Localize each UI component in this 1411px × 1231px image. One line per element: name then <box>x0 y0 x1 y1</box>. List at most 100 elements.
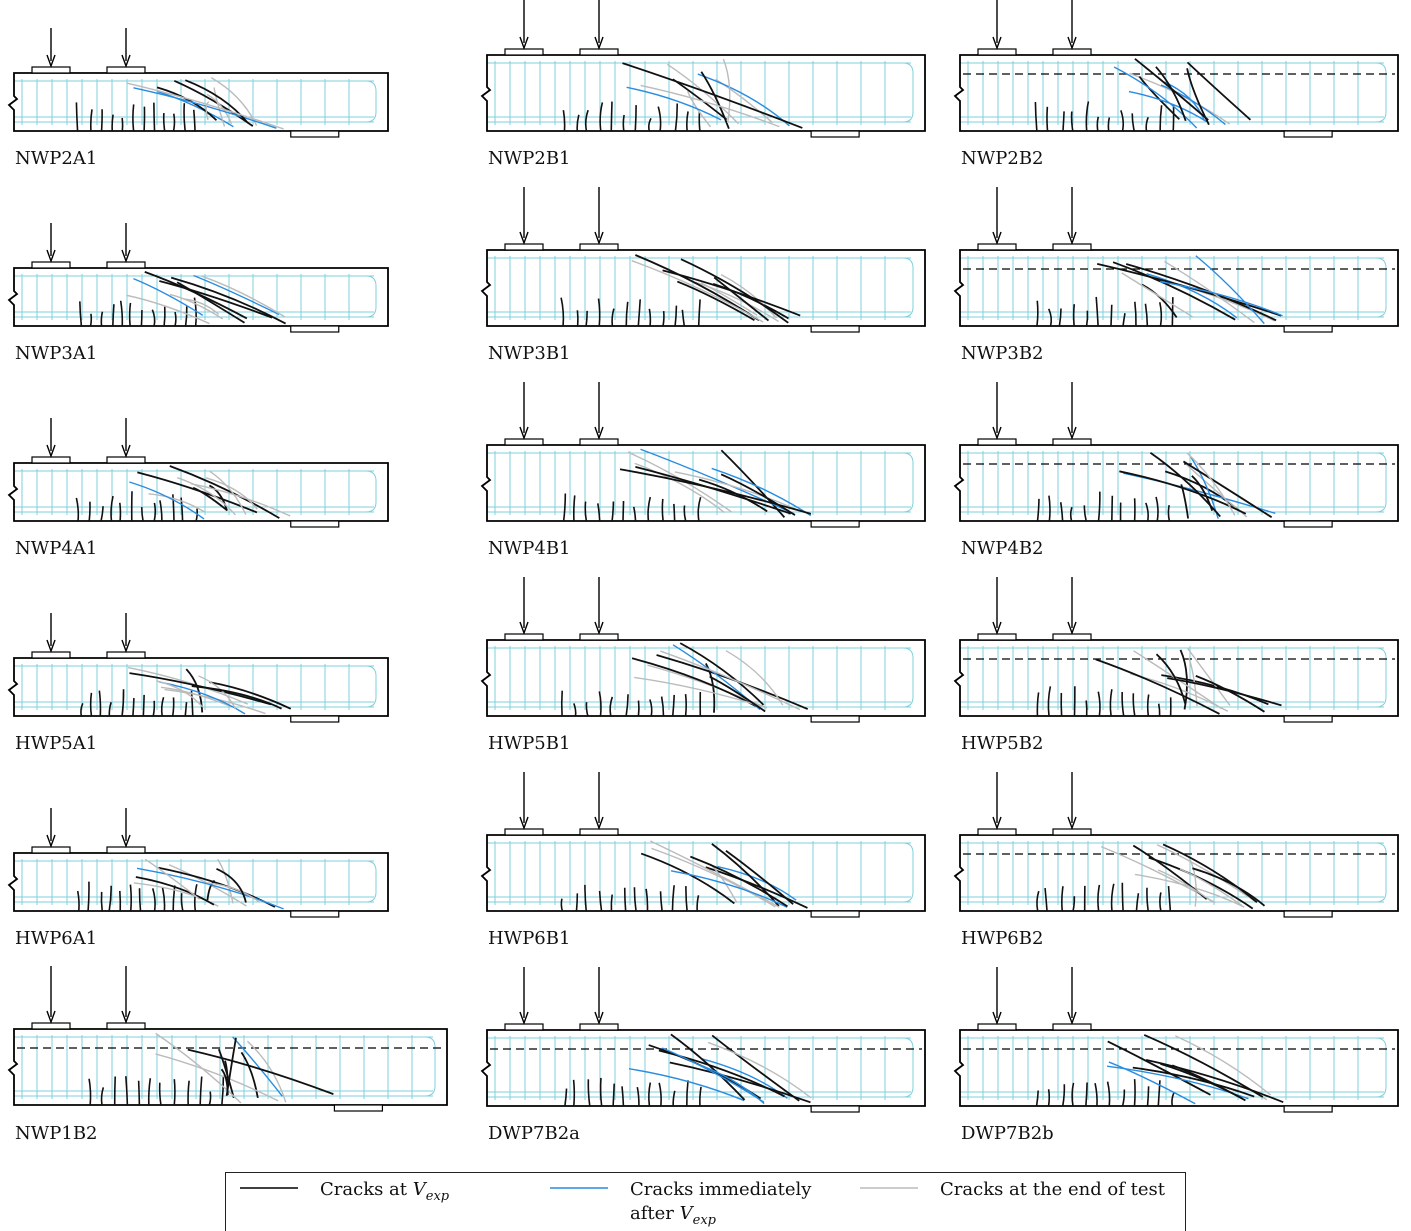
crack <box>162 887 164 911</box>
support-plate <box>1284 326 1332 332</box>
crack <box>1095 1083 1097 1106</box>
crack <box>1110 689 1111 716</box>
crack <box>129 482 204 519</box>
rebar-hook <box>348 471 376 512</box>
crack <box>1134 1079 1135 1106</box>
support-plate <box>811 131 859 137</box>
crack <box>1048 686 1050 716</box>
support-plate <box>291 326 339 332</box>
crack <box>1099 492 1100 521</box>
crack <box>659 1083 661 1106</box>
crack <box>1037 692 1038 716</box>
crack <box>687 1080 688 1106</box>
crack <box>164 113 165 131</box>
crack <box>701 283 757 316</box>
crack <box>140 888 141 911</box>
crack <box>154 103 155 131</box>
beam-panel <box>9 223 388 332</box>
legend-subscript: exp <box>426 1189 450 1204</box>
beam-panel <box>9 808 388 917</box>
crack <box>659 1051 785 1097</box>
beam-outline <box>482 640 925 716</box>
support-plate <box>334 1105 382 1111</box>
panel-label: NWP3B2 <box>961 343 1044 364</box>
support-plate <box>1284 911 1332 917</box>
crack <box>634 887 636 911</box>
panel-label: NWP4B1 <box>488 538 571 559</box>
panel-label: NWP4B2 <box>961 538 1044 559</box>
crack <box>1135 302 1136 326</box>
crack <box>712 1035 799 1100</box>
panel-label: HWP5B1 <box>488 733 570 754</box>
beam-panel <box>955 187 1398 332</box>
crack <box>686 694 687 716</box>
beam-panel <box>482 577 925 722</box>
crack <box>1122 692 1124 716</box>
legend-text-part: Cracks at <box>320 1179 408 1200</box>
crack <box>623 115 624 131</box>
crack <box>233 1037 283 1096</box>
beam-panel <box>482 187 925 332</box>
crack <box>141 310 142 326</box>
panel-label: NWP1B2 <box>15 1123 98 1144</box>
crack <box>611 102 612 131</box>
crack <box>1035 102 1036 131</box>
rebar-hook <box>1358 648 1386 707</box>
crack <box>686 886 687 911</box>
rebar-hook <box>407 1037 435 1096</box>
crack <box>109 702 111 716</box>
crack <box>120 503 121 521</box>
crack <box>1139 77 1179 120</box>
rebar-hook <box>1358 843 1386 902</box>
rebar-hook <box>348 276 376 317</box>
crack <box>185 702 186 716</box>
crack <box>222 1076 224 1105</box>
crack <box>1049 1089 1050 1106</box>
panel-label: NWP4A1 <box>15 538 97 559</box>
crack <box>1156 497 1158 521</box>
crack <box>1160 302 1162 326</box>
crack <box>1063 111 1064 131</box>
crack <box>76 102 77 131</box>
crack <box>1146 117 1148 131</box>
crack <box>126 295 209 323</box>
crack <box>586 311 587 326</box>
crack <box>626 694 628 716</box>
crack <box>1087 311 1088 326</box>
crack <box>565 1089 567 1106</box>
crack <box>89 502 90 521</box>
crack <box>80 301 82 326</box>
crack <box>1098 692 1100 716</box>
crack <box>1049 496 1050 521</box>
beam-panel <box>9 613 388 722</box>
crack <box>611 895 612 911</box>
crack <box>1123 313 1125 326</box>
crack <box>143 695 144 716</box>
crack <box>648 497 650 521</box>
crack <box>1084 505 1086 521</box>
crack <box>88 882 89 911</box>
crack <box>1172 1093 1174 1106</box>
rebar-hook <box>1358 453 1386 512</box>
crack <box>563 110 564 131</box>
legend-text: Cracks immediately <box>630 1179 812 1200</box>
support-plate <box>811 1106 859 1112</box>
crack <box>674 504 675 521</box>
crack <box>638 299 640 326</box>
crack <box>586 702 587 716</box>
crack <box>699 112 700 131</box>
page: {"panels": [ {"label": "NWP2A1"}, {"labe… <box>0 0 1411 1231</box>
crack <box>1086 1082 1087 1106</box>
crack <box>209 1092 210 1105</box>
crack <box>1037 1091 1039 1106</box>
crack <box>634 507 636 521</box>
panel-label: HWP6A1 <box>15 928 97 949</box>
crack <box>1169 886 1171 911</box>
support-plate <box>291 131 339 137</box>
legend-text: Cracks at the end of test <box>940 1179 1166 1200</box>
panel-label: HWP6B2 <box>961 928 1043 949</box>
beam-panel <box>955 0 1398 137</box>
panel-label: DWP7B2b <box>961 1123 1054 1144</box>
beam-panel <box>9 418 388 527</box>
crack <box>662 499 663 521</box>
